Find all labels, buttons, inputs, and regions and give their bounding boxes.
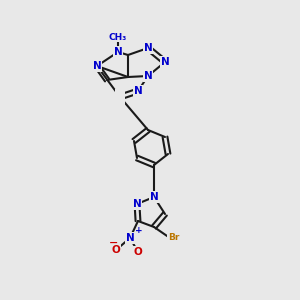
Text: N: N (144, 43, 152, 53)
Text: N: N (150, 192, 158, 202)
Text: N: N (144, 71, 152, 81)
Text: N: N (114, 47, 122, 57)
Text: +: + (135, 226, 142, 235)
Text: N: N (93, 61, 101, 71)
Text: N: N (126, 233, 134, 243)
Text: N: N (134, 86, 142, 96)
Text: −: − (109, 238, 118, 248)
Text: O: O (112, 245, 120, 255)
Text: Br: Br (168, 233, 180, 242)
Text: N: N (133, 199, 141, 209)
Text: N: N (160, 57, 169, 67)
Text: CH₃: CH₃ (109, 32, 127, 41)
Text: N: N (116, 92, 124, 102)
Text: O: O (134, 247, 142, 257)
